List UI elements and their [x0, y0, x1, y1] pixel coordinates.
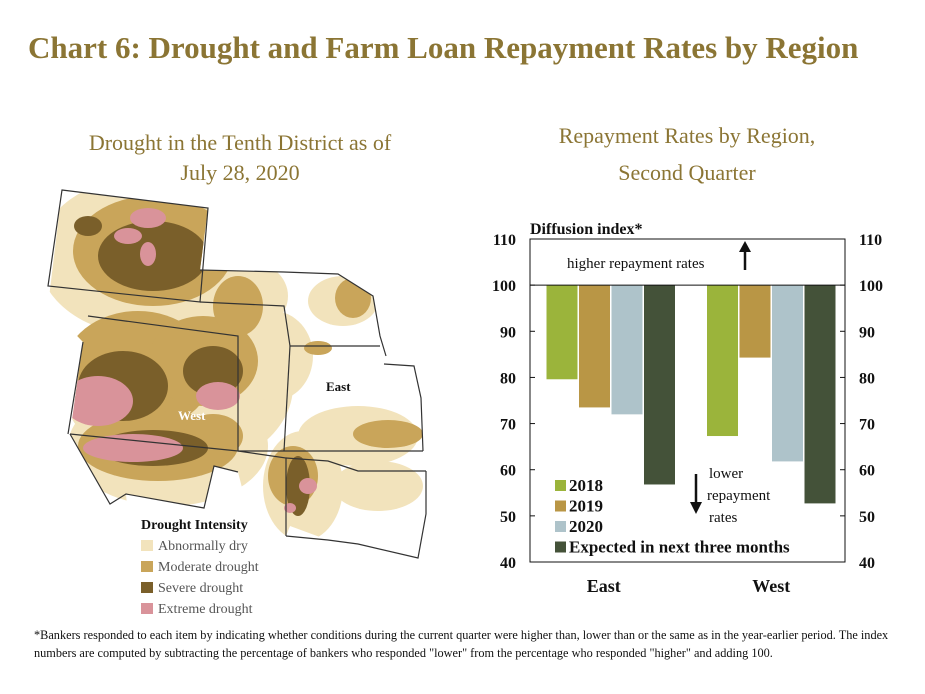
down-arrow-icon — [690, 474, 702, 514]
y-tick-label-left: 40 — [500, 555, 516, 572]
map-legend-swatch — [141, 582, 153, 593]
chart-title-line2: Second Quarter — [618, 160, 756, 185]
chart-legend-swatch — [555, 480, 566, 491]
map-legend-label: Extreme drought — [158, 602, 253, 617]
map-legend: Abnormally dry Moderate drought Severe dro… — [141, 539, 259, 617]
chart-legend-label: 2018 — [569, 476, 603, 495]
map-legend-label: Severe drought — [158, 581, 243, 596]
up-arrow-icon — [739, 241, 751, 270]
y-tick-label-left: 110 — [493, 232, 516, 249]
lower-annotation-line2: repayment — [707, 488, 771, 504]
footnote: *Bankers responded to each item by indic… — [34, 628, 889, 660]
y-axis-label: Diffusion index* — [530, 221, 642, 238]
map-legend-swatch — [141, 561, 153, 572]
y-tick-label-right: 50 — [859, 509, 875, 526]
chart-legend-swatch — [555, 541, 566, 553]
y-tick-label-left: 70 — [500, 417, 516, 434]
map-title-line2: July 28, 2020 — [180, 160, 300, 185]
chart-legend-label: 2020 — [569, 517, 603, 536]
bar-west-2 — [772, 285, 803, 462]
y-tick-label-right: 90 — [859, 324, 875, 341]
lower-annotation-line3: rates — [709, 510, 737, 526]
bar-east-0 — [546, 285, 578, 380]
bar-west-1 — [739, 285, 771, 358]
lower-annotation-line1: lower — [709, 466, 743, 482]
map-legend-swatch — [141, 540, 153, 551]
repayment-bar-chart: 40 40 50 50 60 60 70 70 80 80 90 90 100 100 110 110 East… — [492, 221, 883, 596]
map-legend-label: Moderate drought — [158, 560, 259, 575]
y-tick-label-left: 60 — [500, 463, 516, 480]
chart-legend-swatch — [555, 521, 566, 532]
plot-frame — [529, 238, 846, 563]
y-tick-label-left: 50 — [500, 509, 516, 526]
bar-east-1 — [579, 285, 610, 408]
map-title-line1: Drought in the Tenth District as of — [88, 130, 392, 155]
y-tick-label-left: 90 — [500, 324, 516, 341]
y-tick-label-right: 100 — [859, 278, 883, 295]
chart-legend-label: Expected in next three months — [569, 538, 790, 557]
bar-east-2 — [611, 285, 643, 415]
x-category-label: West — [752, 576, 790, 596]
y-tick-label-right: 110 — [859, 232, 882, 249]
chart-title-line1: Repayment Rates by Region, — [558, 123, 816, 148]
map-legend-label: Abnormally dry — [158, 539, 248, 554]
x-category-label: East — [587, 576, 621, 596]
chart-legend-label: 2019 — [569, 497, 603, 516]
map-label-east: East — [326, 379, 351, 394]
map-legend-swatch — [141, 603, 153, 614]
map-label-west: West — [178, 408, 206, 423]
y-tick-label-right: 80 — [859, 370, 875, 387]
drought-map: West East Drought Intensity Abnormally d… — [47, 189, 427, 617]
chart-legend-swatch — [555, 500, 566, 512]
y-tick-label-right: 40 — [859, 555, 875, 572]
map-legend-title: Drought Intensity — [141, 518, 248, 533]
chart-title: Chart 6: Drought and Farm Loan Repayment… — [28, 30, 859, 65]
y-tick-label-left: 100 — [492, 278, 516, 295]
higher-annotation: higher repayment rates — [567, 256, 705, 272]
y-tick-label-right: 70 — [859, 417, 875, 434]
y-tick-label-right: 60 — [859, 463, 875, 480]
bar-west-3 — [804, 285, 836, 504]
bar-east-3 — [644, 285, 675, 485]
y-tick-label-left: 80 — [500, 370, 516, 387]
bar-west-0 — [707, 285, 738, 437]
